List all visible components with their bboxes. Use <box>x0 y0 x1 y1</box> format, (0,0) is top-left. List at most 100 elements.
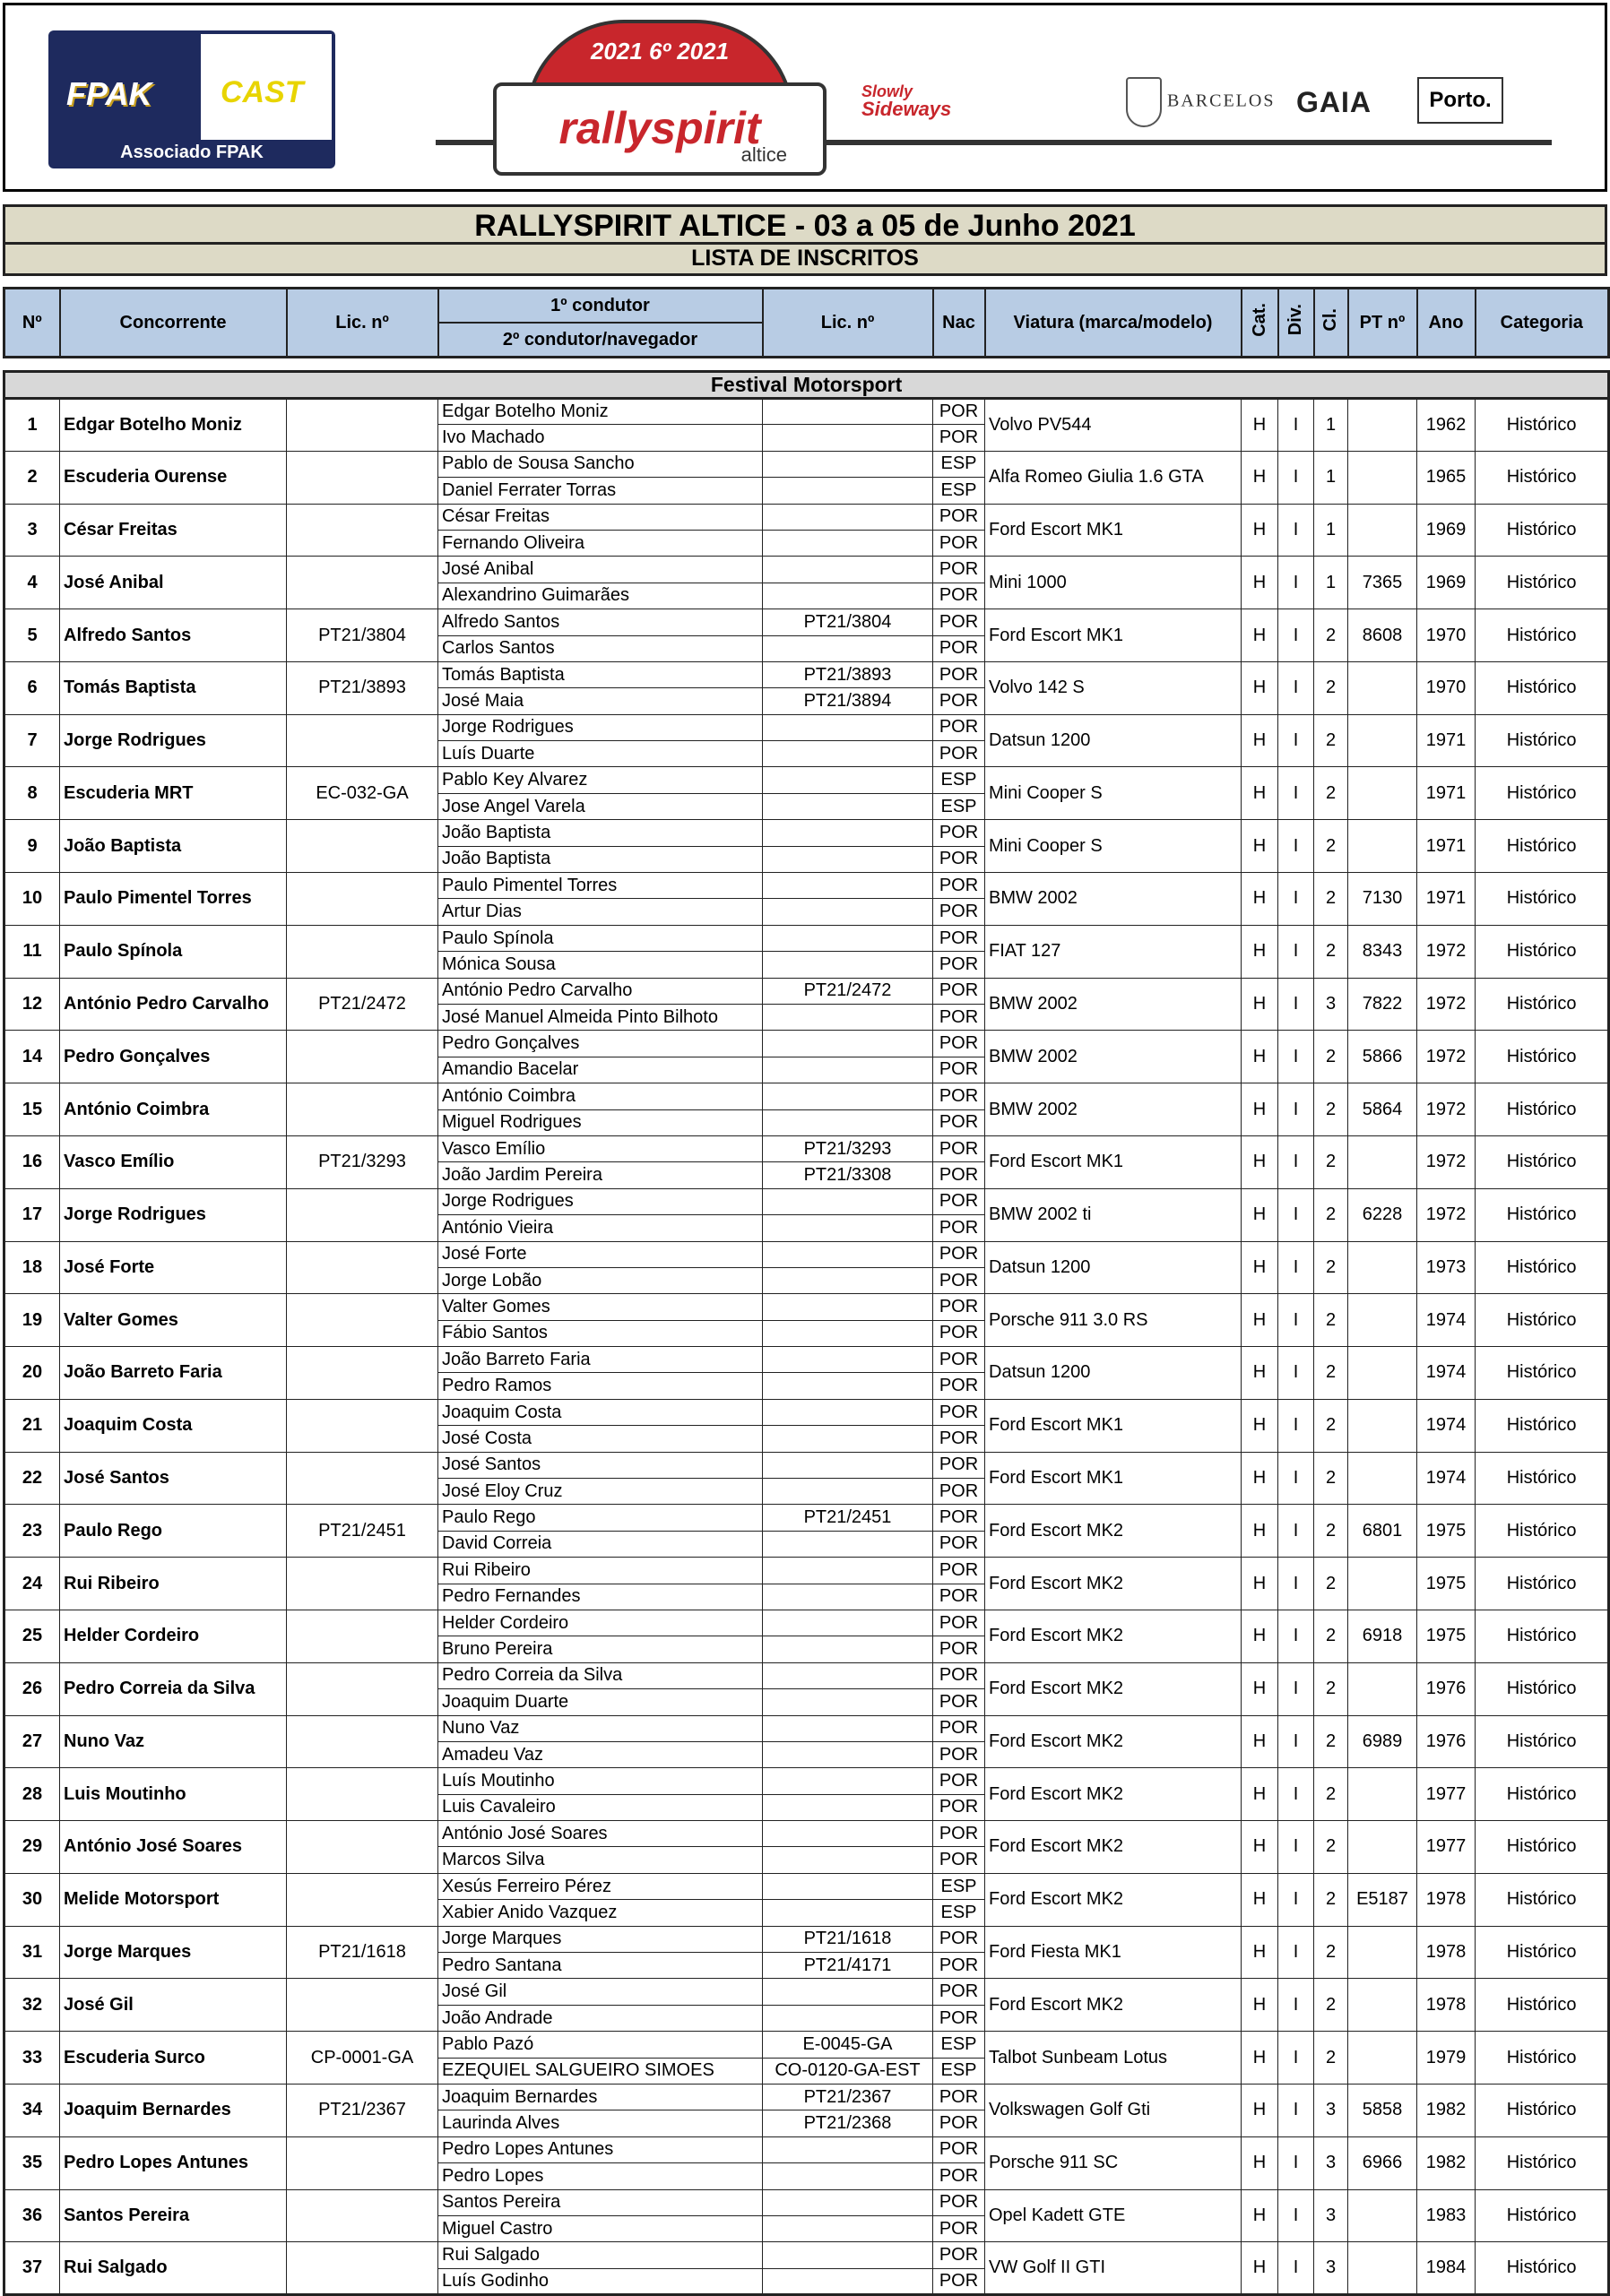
driver1-license <box>762 819 933 847</box>
car-model: Ford Escort MK2 <box>984 1872 1242 1927</box>
competitor-license <box>286 872 438 926</box>
car-model: Ford Escort MK2 <box>984 1978 1242 2033</box>
driver1-nationality: POR <box>932 2083 985 2111</box>
driver2-name: Pedro Santana <box>437 1952 763 1980</box>
driver2-name: Joaquim Duarte <box>437 1688 763 1716</box>
competitor-license: PT21/3293 <box>286 1135 438 1189</box>
driver2-nationality: POR <box>932 1214 985 1242</box>
categoria: Histórico <box>1474 2188 1610 2243</box>
driver2-nationality: POR <box>932 2162 985 2190</box>
table-row-codriver: Laurinda Alves PT21/2368 POR <box>4 2110 1609 2137</box>
driver1-name: Valter Gomes <box>437 1293 763 1321</box>
driver1-nationality: POR <box>932 1978 985 2006</box>
car-model: Ford Escort MK2 <box>984 1557 1242 1610</box>
driver1-nationality: POR <box>932 397 985 426</box>
competitor: Edgar Botelho Moniz <box>59 398 287 452</box>
driver2-name: Amadeu Vaz <box>437 1740 763 1769</box>
category-code: H <box>1241 713 1278 768</box>
entry-number: 27 <box>4 1714 60 1769</box>
category-code: H <box>1241 2084 1278 2137</box>
year: 1974 <box>1416 1398 1476 1453</box>
category-code: H <box>1241 2136 1278 2190</box>
class: 3 <box>1313 2136 1348 2190</box>
entry-number: 11 <box>4 924 60 979</box>
driver2-nationality: POR <box>932 1793 985 1822</box>
division: I <box>1277 1451 1314 1506</box>
driver1-name: João Barreto Faria <box>437 1346 763 1374</box>
class: 2 <box>1313 1187 1348 1242</box>
table-row-codriver: Marcos Silva POR <box>4 1846 1609 1874</box>
header-nac: Nac <box>931 287 986 358</box>
header-lic2: Lic. nº <box>761 287 934 358</box>
class: 1 <box>1313 450 1348 505</box>
driver1-nationality: POR <box>932 609 985 636</box>
driver1-license: PT21/1618 <box>762 1925 933 1954</box>
header-cl-text: Cl. <box>1320 308 1340 332</box>
entry-number: 5 <box>4 609 60 662</box>
driver1-nationality: POR <box>932 1925 985 1954</box>
class: 2 <box>1313 1504 1348 1558</box>
driver1-nationality: POR <box>932 1820 985 1848</box>
categoria: Histórico <box>1474 766 1610 821</box>
car-model: Ford Escort MK2 <box>984 1609 1242 1663</box>
header-concorrente: Concorrente <box>58 287 288 358</box>
category-code: H <box>1241 660 1278 715</box>
year: 1972 <box>1416 1030 1476 1084</box>
class: 3 <box>1313 977 1348 1031</box>
table-row: 28 Luis Moutinho Luís Moutinho POR Ford Esco… <box>4 1767 1610 1822</box>
porto-logo: Porto. <box>1417 77 1503 124</box>
competitor-license: PT21/2367 <box>286 2084 438 2137</box>
division: I <box>1277 766 1314 821</box>
class: 2 <box>1313 1820 1348 1874</box>
division: I <box>1277 2084 1314 2137</box>
driver1-license <box>762 1187 933 1216</box>
division: I <box>1277 450 1314 505</box>
competitor: José Anibal <box>59 556 287 610</box>
entry-number: 21 <box>4 1398 60 1453</box>
class: 3 <box>1313 2241 1348 2296</box>
car-model: Volvo PV544 <box>984 398 1242 452</box>
header-pt: PT nº <box>1346 287 1418 358</box>
associado-text: Associado FPAK <box>120 142 264 162</box>
table-row: 31 Jorge Marques PT21/1618 Jorge Marques PT2… <box>4 1925 1610 1980</box>
division: I <box>1277 1767 1314 1822</box>
entry-number: 16 <box>4 1135 60 1189</box>
driver1-license: PT21/2451 <box>762 1504 933 1532</box>
pt-number <box>1347 1346 1417 1400</box>
driver2-license: CO-0120-GA-EST <box>762 2057 933 2085</box>
driver1-name: Paulo Pimentel Torres <box>437 872 763 900</box>
competitor: Escuderia Ourense <box>59 450 287 505</box>
division: I <box>1277 1187 1314 1242</box>
categoria: Histórico <box>1474 2241 1610 2296</box>
driver1-name: Jorge Rodrigues <box>437 713 763 742</box>
entry-number: 18 <box>4 1240 60 1295</box>
competitor: Paulo Pimentel Torres <box>59 872 287 926</box>
driver1-nationality: POR <box>932 924 985 953</box>
class: 1 <box>1313 503 1348 557</box>
entry-number: 9 <box>4 819 60 874</box>
entry-number: 2 <box>4 450 60 505</box>
category-code: H <box>1241 1820 1278 1874</box>
driver1-name: Vasco Emílio <box>437 1135 763 1163</box>
gaia-logo: GAIA <box>1296 86 1372 118</box>
driver2-license <box>762 2214 933 2243</box>
driver2-name: Daniel Ferrater Torras <box>437 477 763 505</box>
entry-number: 4 <box>4 556 60 610</box>
competitor: João Barreto Faria <box>59 1346 287 1400</box>
driver1-license: E-0045-GA <box>762 2031 933 2059</box>
title-band: RALLYSPIRIT ALTICE - 03 a 05 de Junho 20… <box>3 204 1607 276</box>
driver2-name: Pedro Ramos <box>437 1372 763 1400</box>
table-row: 3 César Freitas César Freitas POR Ford Escor… <box>4 503 1610 557</box>
driver2-nationality: ESP <box>932 2057 985 2085</box>
driver2-license <box>762 582 933 610</box>
driver2-license <box>762 1583 933 1610</box>
year: 1973 <box>1416 1240 1476 1295</box>
division: I <box>1277 503 1314 557</box>
driver1-license <box>762 1346 933 1374</box>
table-row-codriver: Carlos Santos POR <box>4 634 1609 662</box>
driver1-license <box>762 556 933 583</box>
driver1-name: Alfredo Santos <box>437 609 763 636</box>
driver2-name: João Jardim Pereira <box>437 1161 763 1189</box>
category-code: H <box>1241 398 1278 452</box>
division: I <box>1277 1346 1314 1400</box>
